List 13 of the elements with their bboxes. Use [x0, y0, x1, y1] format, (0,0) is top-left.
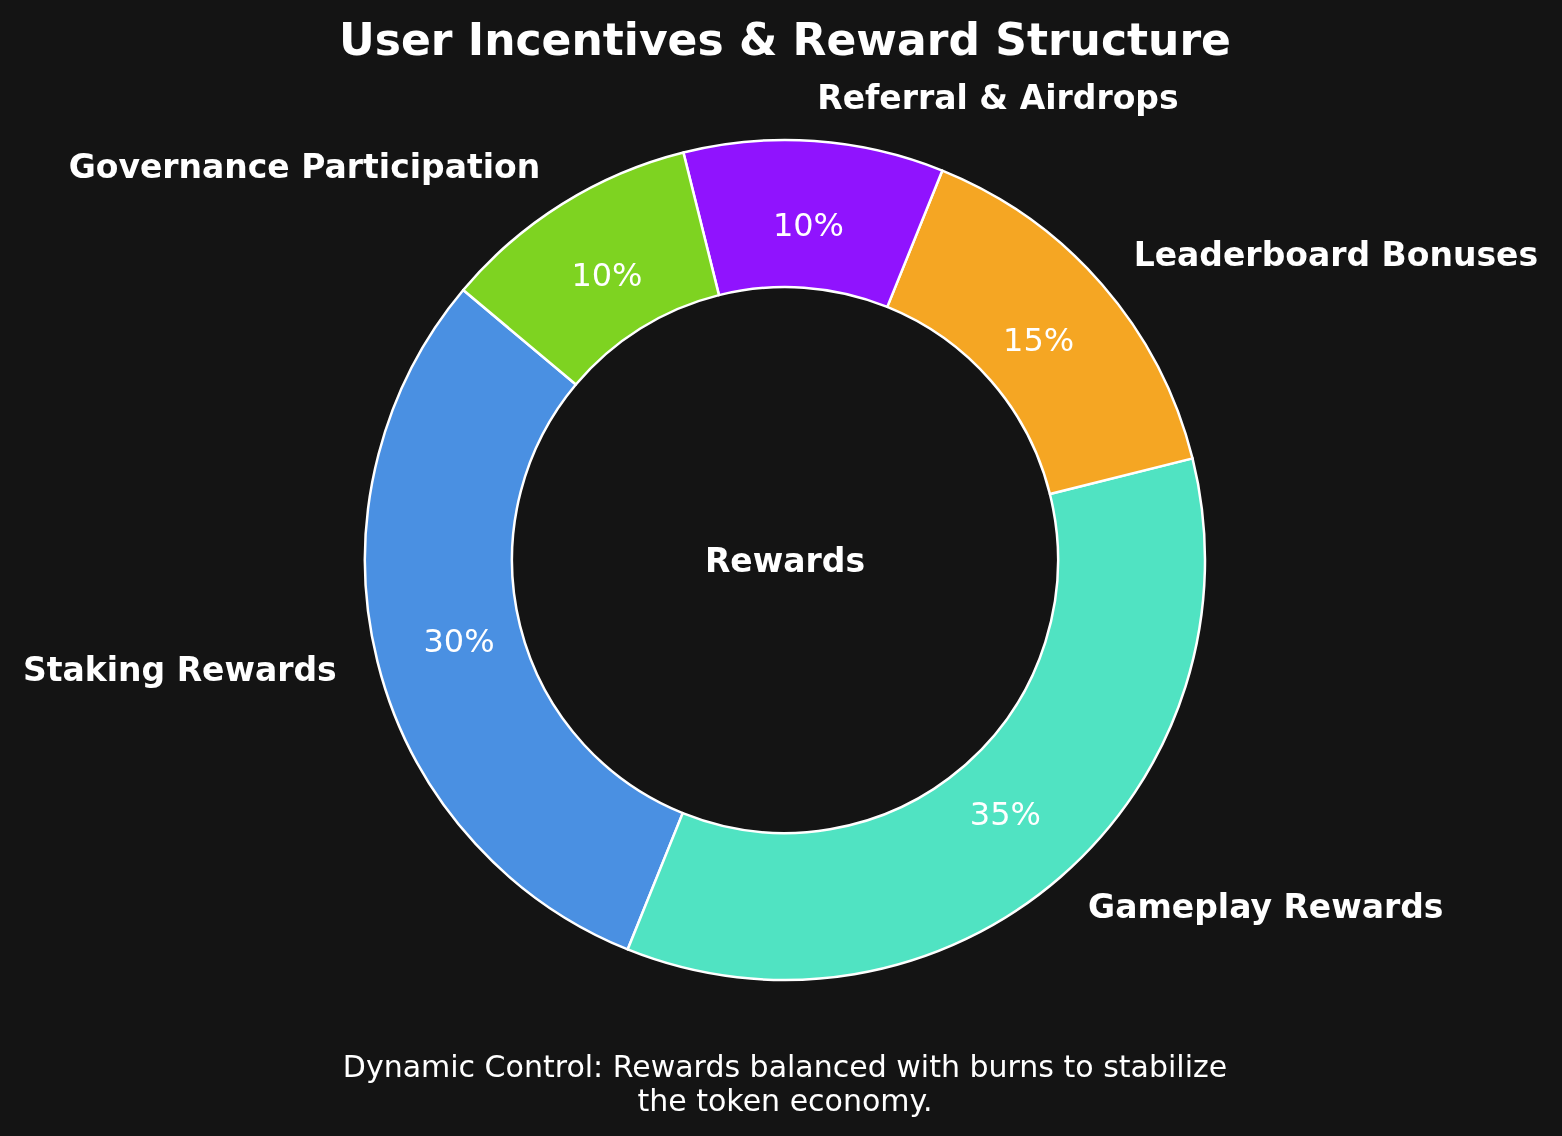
- data-label: 10%: [772, 206, 844, 245]
- text: Dynamic Control: Rewards balanced with burns to stabilize the token economy.: [342, 1049, 1228, 1118]
- text: Rewards: [704, 540, 866, 580]
- data-label: 10%: [571, 256, 643, 295]
- data-label: 15%: [1003, 320, 1075, 359]
- data-label: 30%: [423, 622, 495, 661]
- chart-title: User Incentives & Reward Structure: [339, 14, 1231, 65]
- slice-label: Governance Participation: [68, 146, 541, 186]
- slice-label: Leaderboard Bonuses: [1133, 235, 1539, 275]
- slice-label: Referral & Airdrops: [817, 77, 1179, 117]
- slice-label: Gameplay Rewards: [1088, 887, 1444, 927]
- data-label: 35%: [969, 794, 1041, 833]
- slice-label: Staking Rewards: [22, 650, 337, 690]
